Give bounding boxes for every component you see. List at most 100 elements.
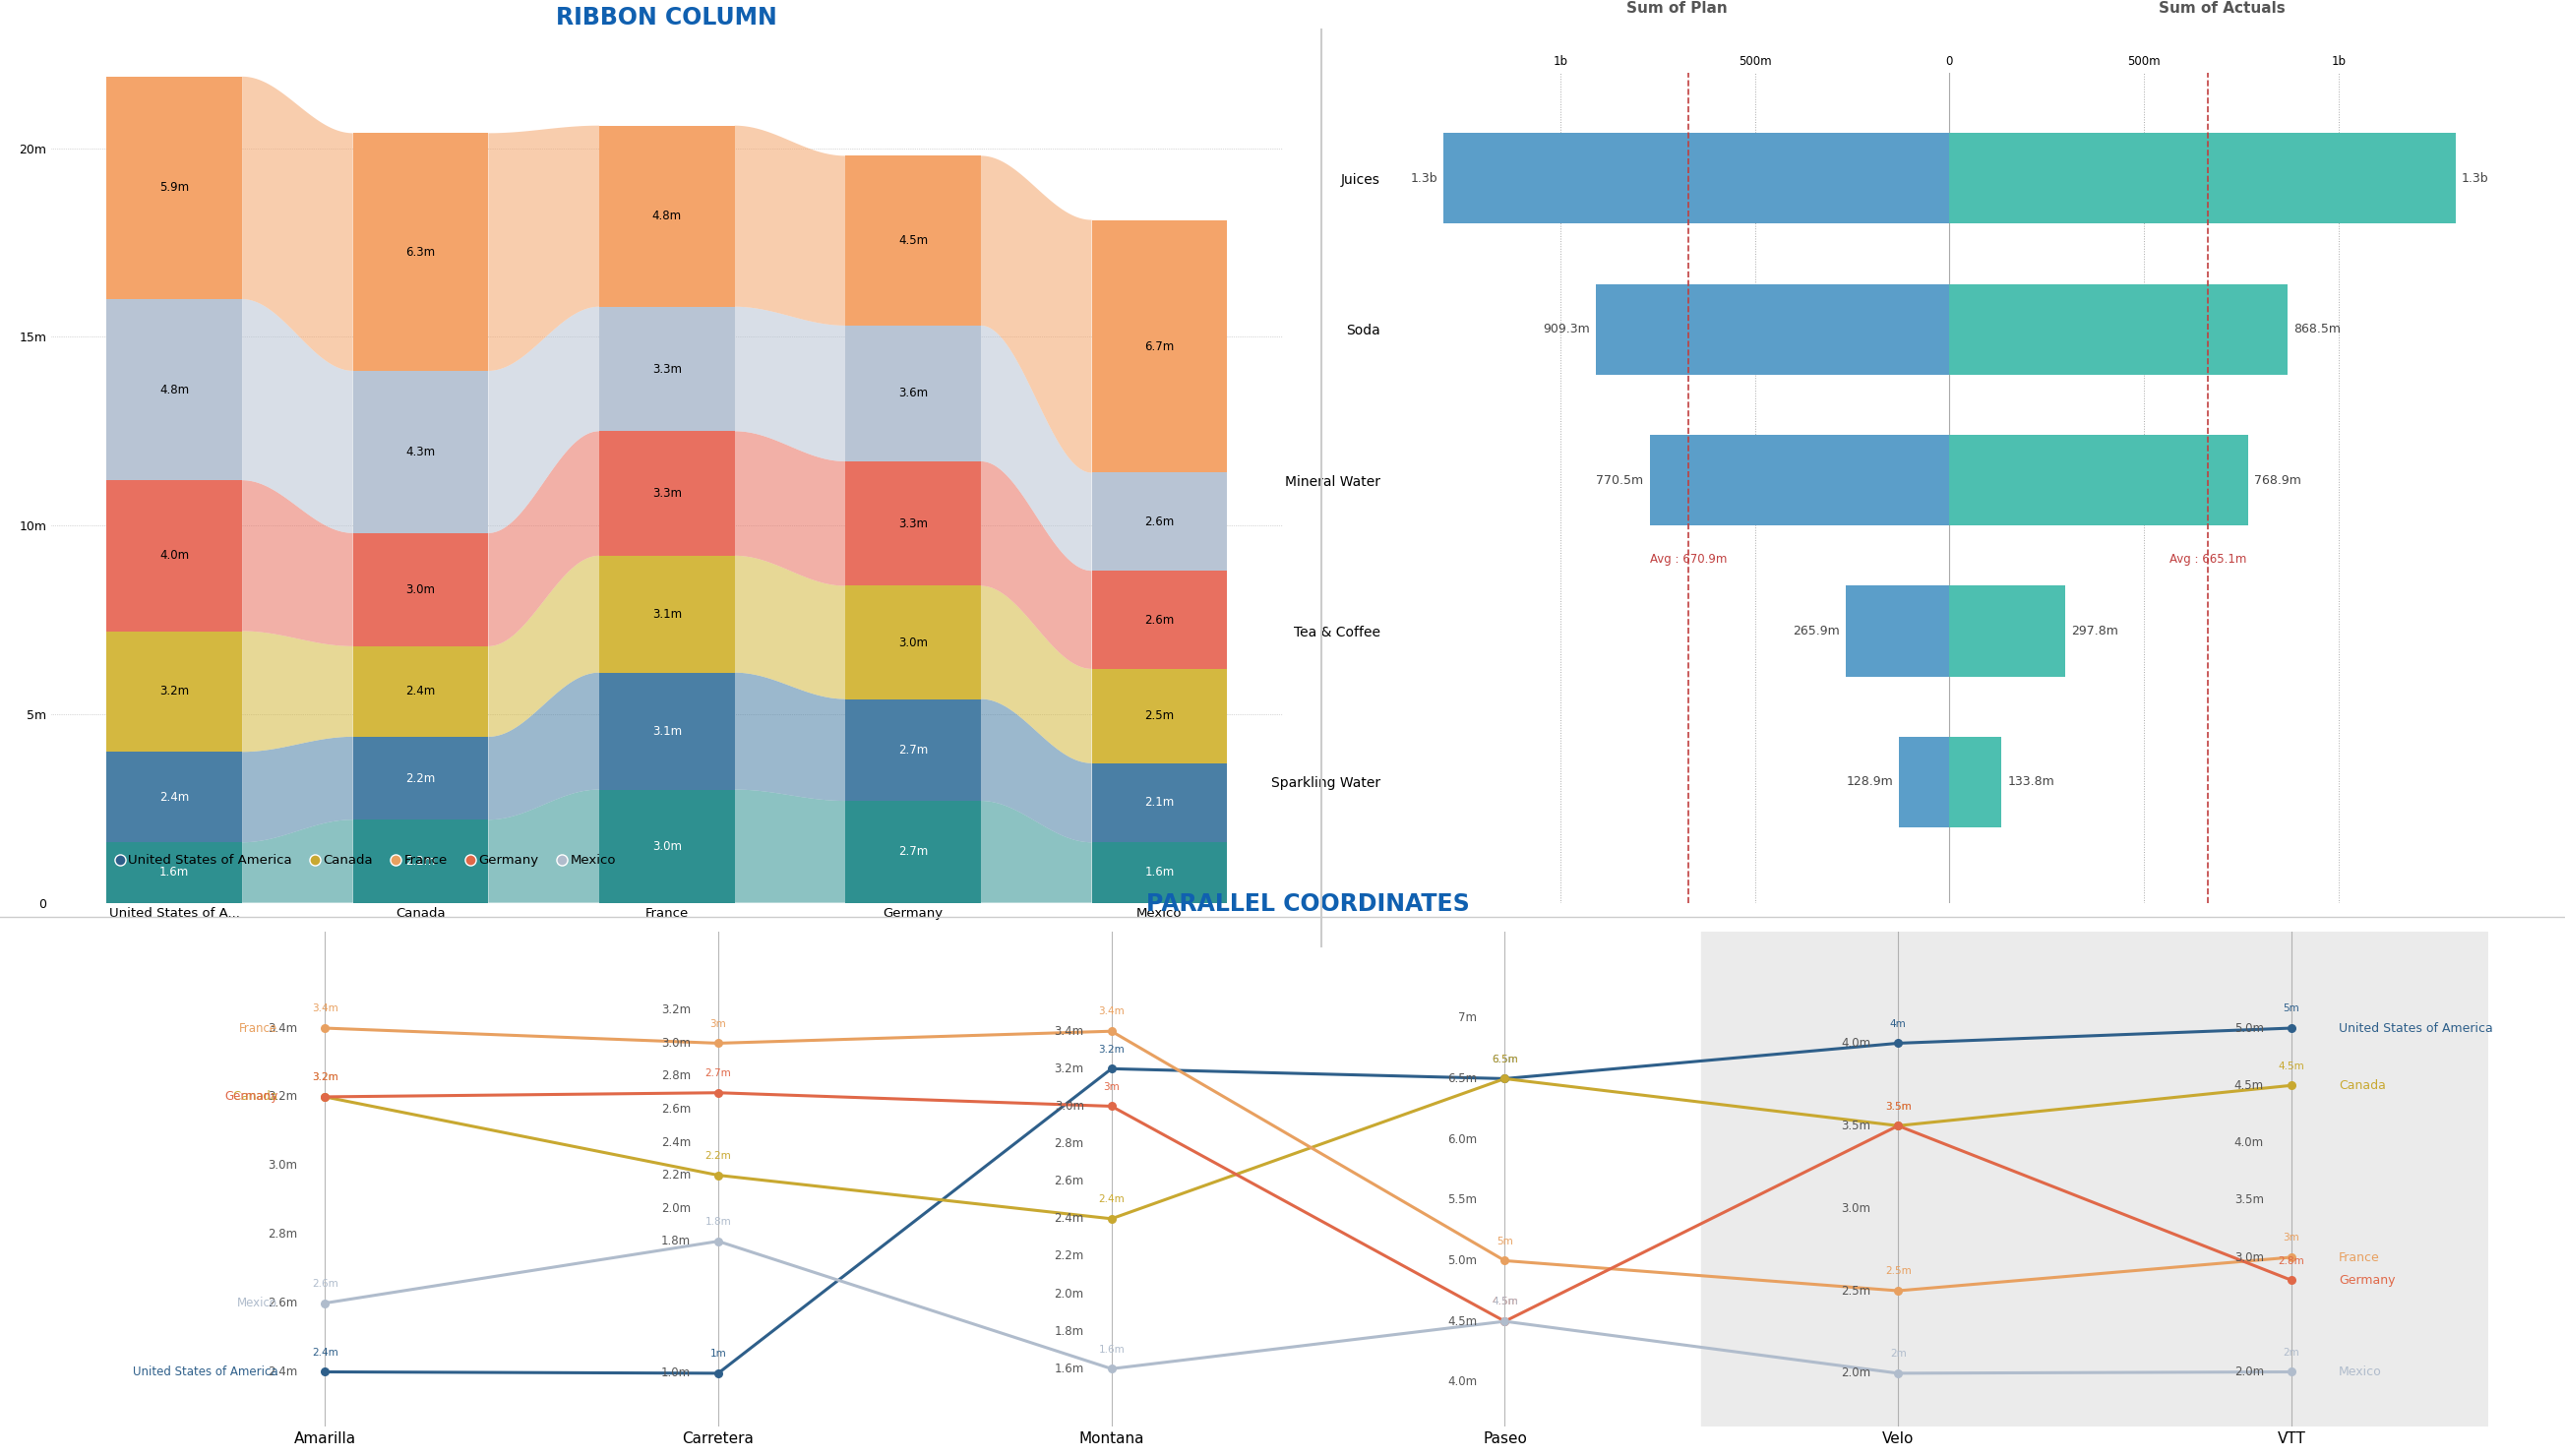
Text: 3.0m: 3.0m: [1842, 1201, 1870, 1214]
Text: 4.8m: 4.8m: [652, 210, 682, 223]
Text: 1.8m: 1.8m: [705, 1217, 731, 1227]
Text: 3.4m: 3.4m: [313, 1003, 339, 1013]
Text: Mexico: Mexico: [239, 1297, 277, 1309]
Point: [305, 1016, 346, 1040]
Bar: [846, 156, 980, 326]
Bar: [1093, 571, 1226, 668]
Bar: [600, 431, 734, 556]
Bar: [108, 843, 241, 903]
Text: 1.6m: 1.6m: [1098, 1344, 1123, 1354]
Text: 2m: 2m: [2283, 1347, 2301, 1357]
Point: [698, 1229, 739, 1252]
Text: 4.8m: 4.8m: [159, 383, 190, 396]
Bar: [354, 533, 487, 646]
Bar: [1093, 473, 1226, 571]
Text: 3.5m: 3.5m: [1885, 1101, 1911, 1111]
Text: 3.2m: 3.2m: [267, 1091, 298, 1104]
Point: [305, 1291, 346, 1315]
Text: 265.9m: 265.9m: [1793, 625, 1839, 638]
Text: 297.8m: 297.8m: [2070, 625, 2119, 638]
Text: 3.0m: 3.0m: [652, 840, 682, 853]
Text: 2.4m: 2.4m: [1098, 1194, 1123, 1204]
Polygon shape: [980, 585, 1093, 763]
Text: 4.5m: 4.5m: [2234, 1079, 2265, 1092]
Text: 4.5m: 4.5m: [898, 234, 929, 248]
Bar: [1444, 132, 1949, 224]
Bar: [108, 751, 241, 843]
Bar: [846, 801, 980, 903]
Text: 2.6m: 2.6m: [313, 1278, 339, 1289]
Text: 6.0m: 6.0m: [1447, 1133, 1477, 1146]
Text: 6.5m: 6.5m: [1493, 1054, 1518, 1064]
Point: [1485, 1249, 1526, 1273]
Point: [698, 1080, 739, 1104]
Text: 2.6m: 2.6m: [267, 1297, 298, 1309]
Text: 2.5m: 2.5m: [1885, 1267, 1911, 1277]
Text: 1.8m: 1.8m: [1054, 1325, 1085, 1338]
Text: Canada: Canada: [2339, 1079, 2385, 1092]
Text: 2.8m: 2.8m: [1054, 1137, 1085, 1150]
Polygon shape: [734, 789, 846, 903]
Text: 3.0m: 3.0m: [662, 1037, 690, 1050]
Bar: [1093, 763, 1226, 843]
Bar: [1093, 220, 1226, 473]
Text: 2.6m: 2.6m: [662, 1102, 690, 1115]
Text: 4.5m: 4.5m: [2278, 1061, 2303, 1070]
Text: 3.4m: 3.4m: [1098, 1008, 1123, 1016]
Polygon shape: [734, 556, 846, 699]
Point: [1485, 1067, 1526, 1091]
Text: 2.5m: 2.5m: [1144, 709, 1175, 722]
Text: 2.4m: 2.4m: [267, 1366, 298, 1379]
Text: 3.4m: 3.4m: [1054, 1025, 1085, 1038]
Text: 2.8m: 2.8m: [267, 1227, 298, 1241]
Text: 6.5m: 6.5m: [1447, 1072, 1477, 1085]
Text: 768.9m: 768.9m: [2255, 473, 2301, 486]
Polygon shape: [487, 125, 600, 371]
Text: 5.0m: 5.0m: [1447, 1254, 1477, 1267]
Text: 3.2m: 3.2m: [313, 1073, 339, 1082]
Text: 2.5m: 2.5m: [1842, 1284, 1870, 1297]
Bar: [1949, 284, 2288, 374]
Bar: [354, 737, 487, 820]
Bar: [600, 673, 734, 789]
Text: 3.2m: 3.2m: [313, 1073, 339, 1082]
Text: 2.2m: 2.2m: [1054, 1249, 1085, 1262]
Text: 133.8m: 133.8m: [2008, 776, 2055, 788]
Text: Avg : 670.9m: Avg : 670.9m: [1649, 553, 1726, 566]
Point: [2270, 1073, 2311, 1096]
Text: 2m: 2m: [1890, 1348, 1906, 1358]
Text: 3.2m: 3.2m: [159, 686, 190, 697]
Bar: [1093, 843, 1226, 903]
Bar: [1649, 435, 1949, 526]
Bar: [846, 462, 980, 585]
Text: 2.8m: 2.8m: [2278, 1257, 2303, 1265]
Text: 2.4m: 2.4m: [662, 1136, 690, 1149]
Text: Germany: Germany: [223, 1091, 277, 1104]
Text: 5.5m: 5.5m: [1447, 1194, 1477, 1207]
Polygon shape: [487, 673, 600, 820]
Polygon shape: [734, 673, 846, 801]
Text: 3.0m: 3.0m: [898, 636, 929, 649]
Point: [2270, 1268, 2311, 1291]
Title: RIBBON COLUMN: RIBBON COLUMN: [557, 6, 777, 31]
Text: 3.0m: 3.0m: [1054, 1099, 1085, 1112]
Polygon shape: [734, 431, 846, 585]
Text: 1.8m: 1.8m: [662, 1235, 690, 1248]
Text: 2.2m: 2.2m: [405, 772, 436, 785]
Text: 2.7m: 2.7m: [705, 1069, 731, 1079]
Text: 3.5m: 3.5m: [1885, 1101, 1911, 1111]
Bar: [108, 630, 241, 751]
Text: Can​ada: Can​ada: [233, 1091, 277, 1104]
Polygon shape: [734, 125, 846, 326]
Text: 2.4m: 2.4m: [405, 686, 436, 697]
Text: 6.3m: 6.3m: [405, 246, 436, 258]
Text: 3m: 3m: [1103, 1082, 1121, 1092]
Point: [1090, 1357, 1131, 1380]
Text: Mexico: Mexico: [2339, 1366, 2383, 1379]
Text: 1.6m: 1.6m: [159, 866, 190, 879]
Text: 3.0m: 3.0m: [2234, 1251, 2265, 1264]
Point: [1090, 1019, 1131, 1042]
Text: 3.3m: 3.3m: [898, 517, 929, 530]
Bar: [1949, 132, 2455, 224]
Text: 3m: 3m: [711, 1019, 726, 1029]
